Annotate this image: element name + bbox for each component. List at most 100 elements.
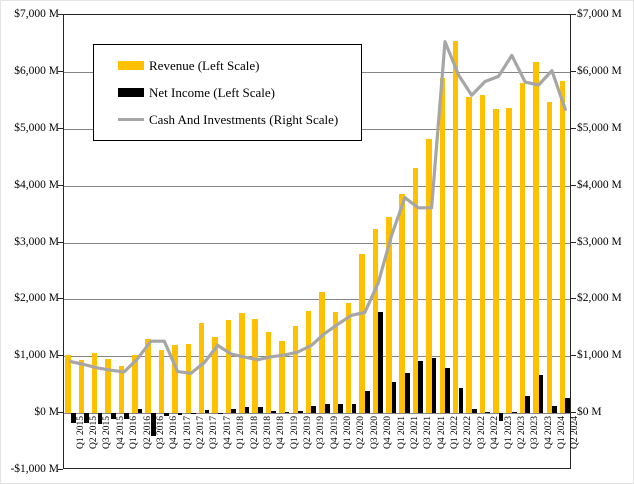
net-income-bar-Q2-2017	[191, 413, 196, 414]
revenue-bar-Q2-2018	[239, 313, 245, 414]
left-axis-label: $6,000 M	[14, 64, 59, 77]
legend-item-revenue: Revenue (Left Scale)	[118, 58, 361, 74]
revenue-bar-Q1-2022	[439, 78, 446, 414]
right-axis-label: $4,000 M	[577, 178, 622, 191]
revenue-bar-Q1-2016	[118, 365, 125, 414]
net-income-bar-Q1-2024	[552, 406, 557, 414]
revenue-bar-Q1-2018	[225, 319, 232, 414]
net-income-bar-Q1-2015	[70, 413, 76, 424]
revenue-bar-Q4-2019	[319, 292, 325, 414]
legend-item-cash: Cash And Investments (Right Scale)	[118, 112, 361, 128]
revenue-bar-Q1-2023	[493, 108, 499, 414]
net-income-bar-Q2-2018	[244, 406, 250, 414]
left-axis-tick	[58, 127, 63, 129]
net-income-bar-Q2-2016	[137, 409, 143, 414]
net-income-bar-Q1-2016	[124, 413, 130, 420]
net-income-bar-Q3-2021	[418, 360, 424, 414]
right-axis-tick	[571, 184, 576, 186]
right-axis-label: $7,000 M	[577, 8, 622, 20]
net-income-bar-Q2-2021	[405, 372, 410, 414]
left-axis-tick	[58, 355, 63, 357]
right-axis-label: $1,000 M	[577, 349, 622, 362]
left-axis-tick	[58, 14, 63, 15]
left-axis-label: $2,000 M	[14, 292, 59, 305]
net-income-bar-Q4-2022	[485, 411, 490, 414]
revenue-bar-Q3-2022	[466, 96, 472, 414]
net-income-bar-Q1-2019	[284, 412, 290, 414]
right-axis-label: $2,000 M	[577, 292, 622, 305]
left-axis-label: $0 M	[34, 406, 59, 419]
net-income-bar-Q3-2016	[151, 413, 156, 437]
revenue-bar-Q3-2023	[519, 83, 526, 414]
left-axis-label: $3,000 M	[14, 235, 59, 248]
net-income-bar-Q1-2018	[231, 408, 236, 414]
left-axis-tick	[58, 241, 63, 243]
right-axis-tick	[571, 241, 576, 243]
net-income-bar-Q3-2015	[97, 413, 103, 425]
left-axis-label: -$1,000 M	[10, 463, 59, 475]
revenue-bar-Q2-2022	[452, 40, 459, 414]
legend-label-net-income: Net Income (Left Scale)	[149, 84, 275, 100]
revenue-bar-Q3-2018	[252, 319, 258, 414]
revenue-bar-Q4-2022	[479, 94, 486, 414]
legend-item-net-income: Net Income (Left Scale)	[118, 85, 361, 101]
net-income-bar-Q1-2017	[177, 413, 183, 416]
left-axis-label: $7,000 M	[14, 8, 59, 20]
revenue-bar-Q2-2016	[132, 354, 138, 414]
revenue-bar-Q2-2023	[506, 108, 512, 414]
net-income-bar-Q1-2021	[391, 381, 397, 414]
revenue-bar-Q3-2015	[91, 352, 98, 414]
net-income-bar-Q3-2019	[311, 406, 317, 414]
net-income-bar-Q2-2022	[458, 387, 464, 414]
legend: Revenue (Left Scale) Net Income (Left Sc…	[93, 44, 362, 141]
revenue-bar-Q4-2023	[533, 62, 539, 414]
left-axis-tick	[58, 469, 63, 470]
left-axis-tick	[58, 70, 63, 72]
right-axis-label: $6,000 M	[577, 64, 622, 77]
net-income-bar-Q3-2023	[525, 396, 531, 414]
left-axis-label: $1,000 M	[14, 349, 59, 362]
right-axis-label: $0 M	[577, 406, 602, 419]
net-income-bar-Q3-2020	[364, 390, 370, 414]
revenue-bar-Q3-2019	[305, 310, 312, 414]
net-income-bar-Q3-2018	[258, 407, 263, 414]
net-income-bar-Q4-2015	[110, 413, 116, 419]
revenue-bar-Q1-2015	[65, 354, 71, 414]
net-income-bar-Q4-2021	[431, 357, 437, 414]
right-axis-tick	[571, 298, 576, 300]
legend-label-revenue: Revenue (Left Scale)	[149, 57, 260, 73]
right-axis-tick	[571, 412, 576, 414]
x-axis-label-Q2-2024: Q2 2024	[570, 416, 581, 450]
net-income-bar-Q1-2020	[338, 403, 343, 414]
net-income-swatch	[118, 88, 144, 97]
left-axis-tick	[58, 298, 63, 300]
revenue-bar-Q2-2017	[185, 344, 192, 414]
net-income-bar-Q4-2016	[164, 413, 170, 416]
net-income-bar-Q2-2019	[298, 411, 303, 414]
right-axis-label: $5,000 M	[577, 121, 622, 134]
net-income-bar-Q4-2017	[217, 413, 223, 415]
net-income-bar-Q2-2015	[84, 413, 89, 424]
right-axis-label: $3,000 M	[577, 235, 622, 248]
revenue-bar-Q4-2015	[105, 358, 111, 414]
revenue-bar-Q1-2017	[172, 345, 178, 414]
left-axis-label: $5,000 M	[14, 121, 59, 134]
revenue-bar-Q4-2017	[212, 336, 218, 414]
revenue-bar-Q2-2020	[345, 303, 352, 414]
net-income-bar-Q4-2020	[378, 311, 384, 414]
net-income-bar-Q4-2018	[271, 411, 277, 414]
right-axis-tick	[571, 70, 576, 72]
revenue-bar-Q1-2019	[279, 340, 285, 414]
net-income-bar-Q4-2023	[538, 375, 544, 414]
right-axis-tick	[571, 355, 576, 357]
revenue-bar-Q1-2024	[546, 101, 553, 414]
cash-swatch	[118, 117, 144, 122]
revenue-bar-Q3-2016	[145, 338, 151, 414]
net-income-bar-Q2-2023	[512, 411, 517, 414]
left-axis-tick	[58, 412, 63, 414]
revenue-bar-Q4-2016	[158, 350, 165, 414]
net-income-bar-Q3-2022	[471, 409, 477, 414]
revenue-bar-Q2-2024	[559, 81, 566, 414]
net-income-bar-Q2-2024	[565, 398, 571, 414]
